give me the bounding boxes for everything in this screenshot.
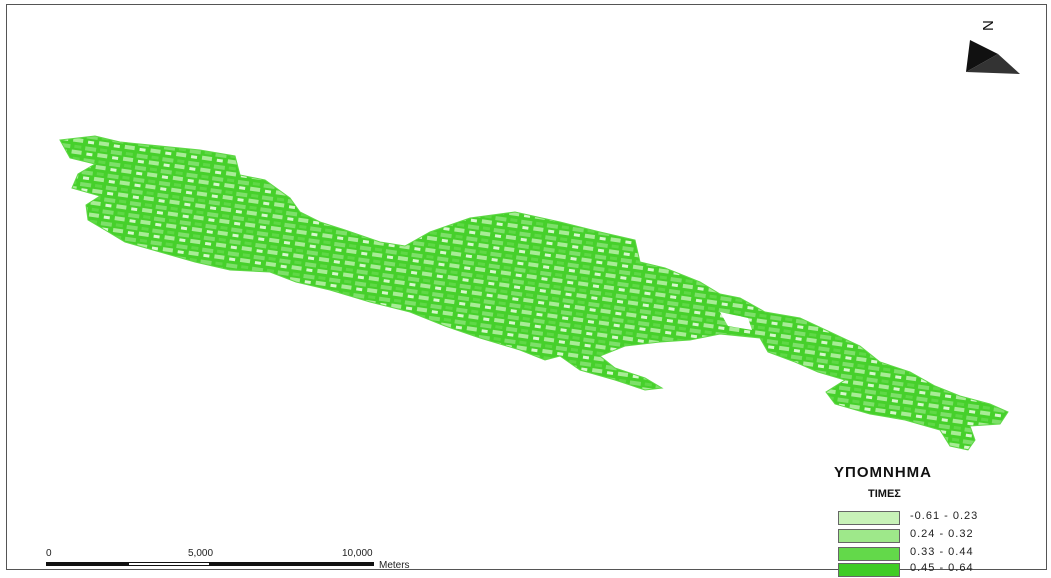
- legend-item: 0.45 - 0.64: [838, 562, 1038, 578]
- legend-swatch: [838, 529, 900, 543]
- legend-item: 0.33 - 0.44: [838, 546, 1038, 562]
- study-area-notch: [720, 312, 752, 330]
- scale-segment: [46, 562, 128, 566]
- legend-item: 0.24 - 0.32: [838, 528, 1038, 544]
- north-label: N: [978, 20, 996, 31]
- scale-unit: Meters: [379, 560, 410, 571]
- scale-bar: 0 5,000 10,000 Meters: [46, 548, 466, 574]
- legend-swatch: [838, 511, 900, 525]
- legend-label: -0.61 - 0.23: [910, 510, 979, 522]
- legend-item: -0.61 - 0.23: [838, 510, 1038, 526]
- legend-label: 0.45 - 0.64: [910, 562, 974, 574]
- scale-tick-label: 0: [46, 548, 52, 559]
- scale-segment: [128, 562, 210, 566]
- legend-subtitle: ΤΙΜΕΣ: [868, 488, 901, 500]
- legend: ΥΠΟΜΝΗΜΑ ΤΙΜΕΣ -0.61 - 0.23 0.24 - 0.32 …: [830, 462, 1040, 577]
- scale-segment: [210, 562, 374, 566]
- scale-tick-label: 5,000: [188, 548, 214, 559]
- legend-label: 0.24 - 0.32: [910, 528, 974, 540]
- north-arrow: [960, 18, 1020, 80]
- study-area-region: [59, 135, 1009, 451]
- legend-swatch: [838, 547, 900, 561]
- scale-tick-label: 10,000: [342, 548, 373, 559]
- legend-label: 0.33 - 0.44: [910, 546, 974, 558]
- north-arrow-icon: [966, 40, 1020, 74]
- legend-title: ΥΠΟΜΝΗΜΑ: [834, 464, 932, 481]
